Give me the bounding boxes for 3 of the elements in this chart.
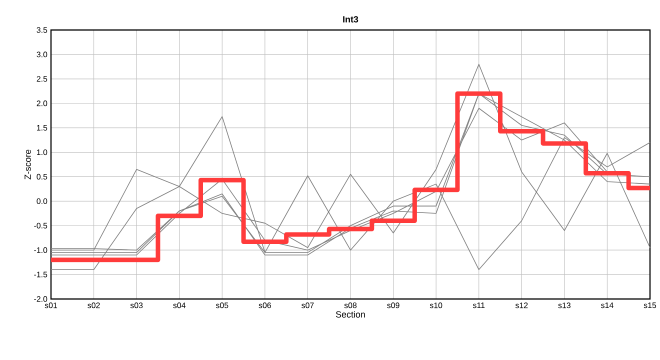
y-axis-title: Z-score <box>24 150 31 180</box>
x-axis-title: Section <box>336 311 365 318</box>
chart-title: Int3 <box>343 16 358 22</box>
